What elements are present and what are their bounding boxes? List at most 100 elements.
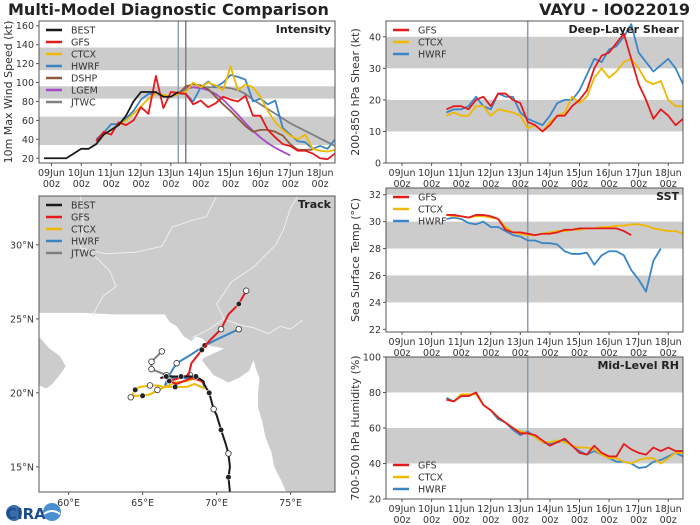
y-tick-label: 60	[22, 116, 34, 127]
plot-area	[39, 196, 335, 492]
x-tick-label: 75°E	[279, 498, 302, 509]
x-tick-date: 15Jun	[566, 504, 593, 515]
x-tick-hour: 00z	[162, 179, 179, 190]
x-tick-hour: 00z	[512, 179, 529, 190]
plot-area	[39, 21, 335, 163]
x-tick-hour: 00z	[660, 348, 677, 359]
x-tick-date: 10Jun	[68, 168, 95, 179]
x-tick-date: 18Jun	[655, 168, 682, 179]
axes-frame	[385, 20, 684, 164]
track-marker-filled	[192, 373, 199, 380]
x-tick-hour: 00z	[571, 515, 588, 525]
legend-label-gfs: GFS	[71, 213, 90, 224]
x-tick-label: 15Jun 00z	[566, 168, 593, 190]
shaded-band	[386, 99, 683, 132]
y-tick-label: 0	[375, 159, 381, 170]
x-tick-label: 17Jun 00z	[625, 504, 652, 525]
country-border	[80, 247, 117, 317]
panel-title-shear: Deep-Layer Shear	[568, 23, 679, 36]
legend-label-dshp: DSHP	[71, 74, 97, 85]
x-tick-date: 09Jun	[38, 168, 65, 179]
x-tick-label: 10Jun 00z	[418, 337, 445, 359]
x-tick-date: 09Jun	[389, 168, 416, 179]
x-tick-label: 70°E	[205, 498, 228, 509]
axes-frame	[38, 195, 336, 493]
y-tick-label: 25°N	[10, 314, 34, 325]
axes-frame	[385, 187, 684, 333]
y-axis-label: 10m Max Wind Speed (kt)	[2, 21, 15, 164]
x-tick-label: 10Jun 00z	[418, 168, 445, 190]
x-tick-label: 09Jun 00z	[389, 168, 416, 190]
legend-label-hwrf: HWRF	[418, 485, 447, 496]
x-tick-label: 16Jun 00z	[596, 168, 623, 190]
x-tick-label: 12Jun 00z	[128, 168, 155, 190]
x-tick-label: 09Jun 00z	[389, 504, 416, 525]
x-tick-label: 14Jun 00z	[536, 168, 563, 190]
series-line-gfs	[446, 32, 683, 133]
track-marker-filled	[177, 373, 185, 380]
track-gfs	[166, 290, 248, 386]
y-tick-label: 20	[369, 95, 381, 106]
series-line-hwrf	[446, 23, 683, 127]
legend-label-gfs: GFS	[418, 461, 437, 472]
x-tick-label: 12Jun 00z	[477, 504, 504, 525]
series-line-hwrf	[446, 216, 662, 293]
x-tick-label: 17Jun 00z	[625, 168, 652, 190]
x-tick-hour: 00z	[423, 179, 440, 190]
y-tick-label: 26	[369, 271, 381, 282]
x-tick-hour: 00z	[601, 179, 618, 190]
x-tick-hour: 00z	[393, 348, 410, 359]
x-tick-hour: 00z	[482, 515, 499, 525]
country-border	[79, 196, 84, 248]
x-tick-date: 17Jun	[625, 337, 652, 348]
y-tick-label: 15°N	[10, 462, 34, 473]
x-tick-hour: 00z	[512, 348, 529, 359]
series-line-ctcx	[446, 214, 683, 237]
track-marker-open	[148, 365, 155, 373]
track-marker-filled	[217, 426, 225, 433]
track-marker-open	[158, 348, 166, 355]
legend-label-lgem: LGEM	[71, 86, 98, 97]
x-tick-date: 10Jun	[418, 504, 445, 515]
track-marker-filled	[166, 377, 173, 385]
x-tick-date: 09Jun	[389, 337, 416, 348]
track-marker-filled	[139, 392, 146, 399]
x-tick-date: 11Jun	[98, 168, 125, 179]
y-axis-label: Sea Surface Temp (°C)	[349, 198, 362, 322]
x-tick-label: 12Jun 00z	[477, 168, 504, 190]
track-marker-filled	[225, 474, 232, 481]
legend-label-ctcx: CTCX	[71, 225, 97, 236]
x-tick-date: 15Jun	[217, 168, 244, 179]
x-tick-date: 13Jun	[507, 504, 534, 515]
y-tick-label: 40	[22, 135, 34, 146]
legend-label-hwrf: HWRF	[418, 217, 447, 228]
x-tick-hour: 00z	[482, 348, 499, 359]
y-tick-label: 10	[369, 127, 381, 138]
x-tick-label: 10Jun 00z	[418, 504, 445, 525]
x-tick-date: 11Jun	[448, 337, 475, 348]
x-tick-label: 09Jun 00z	[38, 168, 65, 190]
y-tick-label: 160	[16, 21, 34, 32]
y-tick-label: 20	[369, 495, 381, 506]
x-tick-date: 15Jun	[566, 337, 593, 348]
track-marker-filled	[206, 389, 213, 396]
y-tick-label: 32	[369, 190, 381, 201]
x-tick-date: 09Jun	[389, 504, 416, 515]
x-tick-date: 17Jun	[625, 168, 652, 179]
panel-title-rh: Mid-Level RH	[597, 359, 679, 372]
country-border	[80, 196, 218, 255]
x-tick-label: 16Jun 00z	[247, 168, 274, 190]
x-tick-hour: 00z	[453, 515, 470, 525]
legend-label-gfs: GFS	[71, 38, 90, 49]
legend-label-ctcx: CTCX	[71, 50, 97, 61]
x-tick-label: 18Jun 00z	[655, 504, 682, 525]
x-tick-label: 13Jun 00z	[507, 168, 534, 190]
x-tick-hour: 00z	[660, 179, 677, 190]
x-tick-label: 17Jun 00z	[625, 337, 652, 359]
x-tick-date: 17Jun	[625, 504, 652, 515]
x-tick-hour: 00z	[103, 179, 120, 190]
shaded-band	[386, 357, 683, 393]
logo-text: CIRA	[6, 505, 46, 523]
shaded-band	[386, 428, 683, 464]
